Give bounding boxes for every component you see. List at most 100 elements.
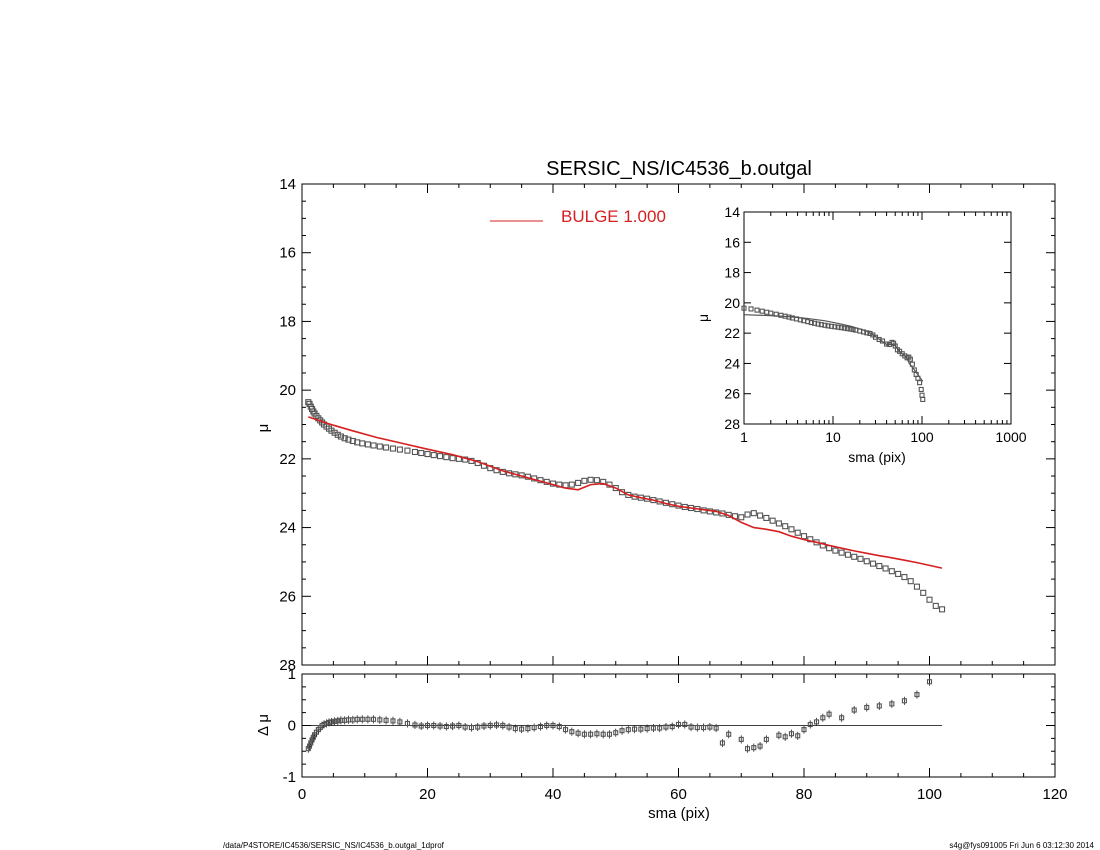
residual-data-point bbox=[719, 740, 725, 746]
main-data-point bbox=[750, 510, 757, 517]
chart-title: SERSIC_NS/IC4536_b.outgal bbox=[546, 158, 812, 180]
residual-data-point bbox=[531, 725, 537, 731]
residual-data-point bbox=[424, 722, 431, 729]
main-data-point bbox=[775, 520, 782, 527]
residual-data-point bbox=[820, 715, 826, 721]
inset-y-axis-label: μ bbox=[695, 314, 711, 322]
main-data-point bbox=[411, 448, 419, 456]
main-y-tick-label: 24 bbox=[279, 520, 296, 537]
residual-data-point bbox=[310, 734, 316, 740]
residual-data-point bbox=[795, 733, 801, 739]
main-data-point bbox=[370, 442, 377, 449]
residual-data-point bbox=[682, 721, 688, 728]
residual-data-point bbox=[512, 726, 518, 732]
inset-x-tick-label: 1 bbox=[740, 429, 748, 445]
residual-data-point bbox=[675, 721, 682, 728]
residual-data-point bbox=[370, 716, 377, 722]
inset-y-tick-label: 24 bbox=[724, 355, 740, 371]
inset-data-point bbox=[860, 329, 867, 335]
main-data-point bbox=[895, 570, 902, 578]
residual-data-point bbox=[588, 731, 594, 737]
inset-data-point bbox=[825, 323, 831, 329]
residual-data-point bbox=[383, 717, 389, 723]
main-data-point bbox=[794, 529, 801, 536]
inset-x-axis-label: sma (pix) bbox=[848, 449, 906, 465]
residual-data-point bbox=[569, 729, 575, 735]
residual-data-point bbox=[864, 704, 870, 711]
residual-x-axis-label: sma (pix) bbox=[648, 805, 710, 822]
main-data-point bbox=[383, 444, 390, 451]
residual-data-point bbox=[475, 724, 481, 730]
inset-y-tick-label: 18 bbox=[724, 265, 740, 281]
inset-data-point bbox=[822, 322, 828, 328]
main-data-point bbox=[838, 549, 845, 556]
main-data-point bbox=[449, 455, 456, 462]
residual-data-point bbox=[606, 731, 613, 737]
residual-data-point bbox=[335, 718, 341, 724]
main-data-point bbox=[920, 589, 927, 596]
main-data-point bbox=[876, 563, 883, 570]
main-data-point bbox=[851, 553, 858, 560]
residual-data-point bbox=[851, 707, 857, 713]
main-y-axis-label: μ bbox=[255, 424, 272, 433]
residual-data-point bbox=[418, 723, 424, 729]
residual-y-tick-label: 1 bbox=[288, 666, 296, 683]
residual-data-point bbox=[431, 722, 437, 729]
footer-left: /data/P4STORE/IC4536/SERSIC_NS/IC4536_b.… bbox=[223, 841, 445, 850]
residual-data-point bbox=[632, 726, 638, 732]
residual-data-point bbox=[404, 720, 410, 726]
residual-data-point bbox=[332, 718, 338, 724]
main-data-point bbox=[938, 606, 946, 613]
residual-data-point bbox=[726, 731, 732, 737]
main-data-point bbox=[757, 512, 764, 519]
main-data-point bbox=[782, 523, 789, 530]
main-data-point bbox=[376, 443, 383, 450]
main-data-point bbox=[769, 517, 776, 524]
residual-data-point bbox=[506, 724, 512, 730]
main-data-point bbox=[424, 450, 431, 458]
residual-data-point bbox=[550, 722, 556, 729]
inset-data-point bbox=[917, 380, 923, 386]
residual-data-point bbox=[694, 725, 700, 731]
residual-data-point bbox=[581, 731, 587, 737]
inset-panel: 1 10 100 1000 14 16 18 20 22 24 26 28 μ sma (pix) bbox=[695, 204, 1027, 465]
residual-data-point bbox=[744, 746, 751, 752]
main-data-point bbox=[443, 454, 450, 461]
residual-data-point bbox=[876, 703, 882, 709]
inset-data-point bbox=[797, 317, 803, 323]
inset-data-point bbox=[909, 361, 915, 367]
inset-data-point bbox=[847, 326, 853, 332]
main-data-point bbox=[587, 476, 594, 483]
residual-data-point bbox=[701, 725, 707, 731]
residual-data-point bbox=[657, 725, 663, 731]
main-data-point bbox=[888, 568, 895, 575]
residual-data-point bbox=[801, 727, 807, 733]
residual-data-point bbox=[437, 723, 443, 729]
residual-data-point bbox=[365, 716, 371, 722]
residual-x-tick-label: 40 bbox=[545, 786, 562, 803]
main-data-point bbox=[389, 445, 397, 452]
residual-data-point bbox=[493, 722, 500, 728]
residual-data-point bbox=[306, 743, 313, 749]
residual-data-point bbox=[309, 737, 315, 743]
residual-data-point bbox=[889, 701, 895, 707]
main-y-tick-label: 28 bbox=[279, 657, 296, 674]
residual-data-point bbox=[644, 726, 650, 732]
residual-data-point bbox=[713, 725, 719, 731]
residual-data-point bbox=[901, 698, 907, 704]
residual-data-point bbox=[525, 726, 531, 732]
residual-data-point bbox=[763, 736, 769, 742]
footer-right: s4g@fys091005 Fri Jun 6 03:12:30 2014 bbox=[949, 841, 1094, 850]
main-data-point bbox=[932, 602, 939, 609]
main-panel: 14 16 18 20 22 24 26 28 μ BULGE 1.000 bbox=[255, 176, 1056, 674]
residual-data-point bbox=[782, 734, 788, 740]
residual-data-point bbox=[613, 730, 619, 736]
inset-data-point bbox=[884, 341, 890, 347]
residual-data-point bbox=[390, 718, 396, 724]
residual-data-point bbox=[462, 724, 468, 730]
residual-y-tick-label: -1 bbox=[283, 769, 296, 786]
residual-x-tick-label: 20 bbox=[419, 786, 436, 803]
main-data-point bbox=[418, 449, 425, 457]
legend-label: BULGE 1.000 bbox=[561, 207, 666, 226]
main-data-point bbox=[581, 477, 588, 484]
